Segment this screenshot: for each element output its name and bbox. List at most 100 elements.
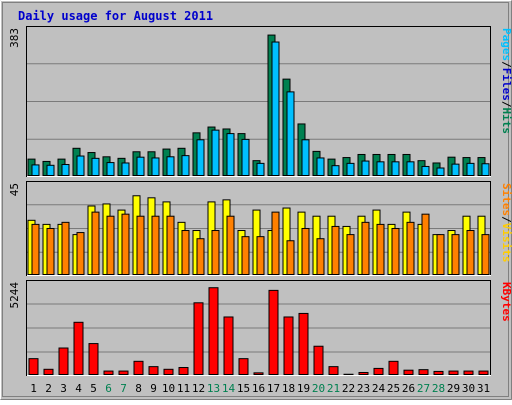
bar-files-day-18	[287, 92, 294, 176]
legend-entry: KBytes	[500, 282, 512, 322]
bar-files-day-10	[167, 157, 174, 176]
bar-files-day-8	[137, 157, 144, 175]
bar-sites-day-18	[287, 241, 294, 275]
bar-files-day-15	[242, 139, 249, 175]
x-tick-label-day-1: 1	[30, 382, 37, 395]
bar-kbytes-day-1	[29, 359, 38, 375]
bar-kbytes-day-23	[359, 372, 368, 374]
x-tick-label-day-21: 21	[327, 382, 340, 395]
legend-entry: Files	[500, 68, 512, 101]
bar-kbytes-day-13	[209, 288, 218, 375]
bar-sites-day-24	[377, 224, 384, 274]
bar-files-day-20	[317, 158, 324, 176]
x-tick-label-day-29: 29	[447, 382, 460, 395]
bar-kbytes-day-31	[479, 371, 488, 374]
bar-files-day-5	[92, 158, 99, 175]
bar-kbytes-day-30	[464, 371, 473, 374]
x-tick-label-day-22: 22	[342, 382, 355, 395]
legend: KBytes	[500, 282, 512, 322]
x-tick-label-day-7: 7	[120, 382, 127, 395]
bar-sites-day-2	[47, 228, 54, 274]
bar-sites-day-31	[482, 235, 489, 275]
bar-kbytes-day-17	[269, 290, 278, 374]
bar-files-day-2	[47, 165, 54, 175]
bar-files-day-1	[32, 165, 39, 176]
x-tick-label-day-12: 12	[192, 382, 205, 395]
bar-files-day-31	[482, 164, 489, 176]
bar-kbytes-day-24	[374, 368, 383, 374]
bar-kbytes-day-9	[149, 367, 158, 375]
x-tick-label-day-31: 31	[477, 382, 490, 395]
bar-sites-day-7	[122, 214, 129, 274]
bar-kbytes-day-8	[134, 361, 143, 374]
bar-files-day-23	[362, 161, 369, 175]
bar-kbytes-day-18	[284, 317, 293, 375]
bar-files-day-11	[182, 156, 189, 176]
bar-sites-day-9	[152, 216, 159, 274]
bar-files-day-25	[392, 162, 399, 176]
x-tick-label-day-16: 16	[252, 382, 265, 395]
x-tick-label-day-28: 28	[432, 382, 445, 395]
bar-sites-day-22	[347, 235, 354, 275]
bar-kbytes-day-6	[104, 371, 113, 374]
bar-files-day-6	[107, 163, 114, 176]
bar-kbytes-day-7	[119, 371, 128, 374]
x-tick-label-day-18: 18	[282, 382, 295, 395]
bar-sites-day-3	[62, 222, 69, 274]
bar-files-day-9	[152, 158, 159, 176]
bar-sites-day-10	[167, 216, 174, 274]
x-tick-label-day-14: 14	[222, 382, 236, 395]
bar-kbytes-day-12	[194, 303, 203, 375]
bar-sites-day-13	[212, 231, 219, 275]
bar-sites-day-12	[197, 239, 204, 275]
bar-kbytes-day-5	[89, 344, 98, 375]
legend-entry: Sites	[500, 183, 512, 216]
x-tick-label-day-20: 20	[312, 382, 325, 395]
bar-files-day-22	[347, 163, 354, 175]
bar-sites-day-29	[452, 235, 459, 275]
x-tick-label-day-19: 19	[297, 382, 310, 395]
chart-title: Daily usage for August 2011	[18, 9, 213, 23]
x-tick-label-day-4: 4	[75, 382, 82, 395]
bar-kbytes-day-26	[404, 370, 413, 374]
x-tick-label-day-11: 11	[177, 382, 190, 395]
bar-sites-day-25	[392, 228, 399, 274]
x-tick-label-day-27: 27	[417, 382, 430, 395]
bar-kbytes-day-2	[44, 369, 53, 374]
bar-files-day-4	[77, 156, 84, 175]
bar-files-day-13	[212, 130, 219, 175]
bar-sites-day-6	[107, 216, 114, 274]
bar-files-day-24	[377, 162, 384, 176]
y-max-label: 5244	[8, 282, 21, 309]
bar-sites-day-30	[467, 231, 474, 275]
x-tick-label-day-25: 25	[387, 382, 400, 395]
bar-kbytes-day-20	[314, 346, 323, 374]
x-tick-label-day-30: 30	[462, 382, 475, 395]
bar-files-day-30	[467, 163, 474, 175]
legend: Pages/Files/Hits	[500, 28, 512, 134]
bar-files-day-7	[122, 163, 129, 176]
bar-sites-day-14	[227, 216, 234, 274]
bar-sites-day-20	[317, 239, 324, 275]
bar-sites-day-4	[77, 233, 84, 275]
bar-sites-day-26	[407, 222, 414, 274]
x-tick-label-day-26: 26	[402, 382, 415, 395]
x-tick-label-day-3: 3	[60, 382, 67, 395]
bar-kbytes-day-28	[434, 371, 443, 374]
bar-sites-day-5	[92, 212, 99, 274]
bar-kbytes-day-25	[389, 361, 398, 374]
bar-sites-day-27	[422, 214, 429, 274]
bar-files-day-14	[227, 134, 234, 176]
x-tick-label-day-15: 15	[237, 382, 250, 395]
bar-sites-day-11	[182, 231, 189, 275]
bar-sites-day-1	[32, 224, 39, 274]
x-tick-label-day-13: 13	[207, 382, 220, 395]
bar-kbytes-day-14	[224, 317, 233, 375]
bar-kbytes-day-27	[419, 370, 428, 375]
x-tick-label-day-23: 23	[357, 382, 370, 395]
x-tick-label-day-8: 8	[135, 382, 142, 395]
bar-files-day-27	[422, 166, 429, 175]
bar-files-day-12	[197, 140, 204, 176]
